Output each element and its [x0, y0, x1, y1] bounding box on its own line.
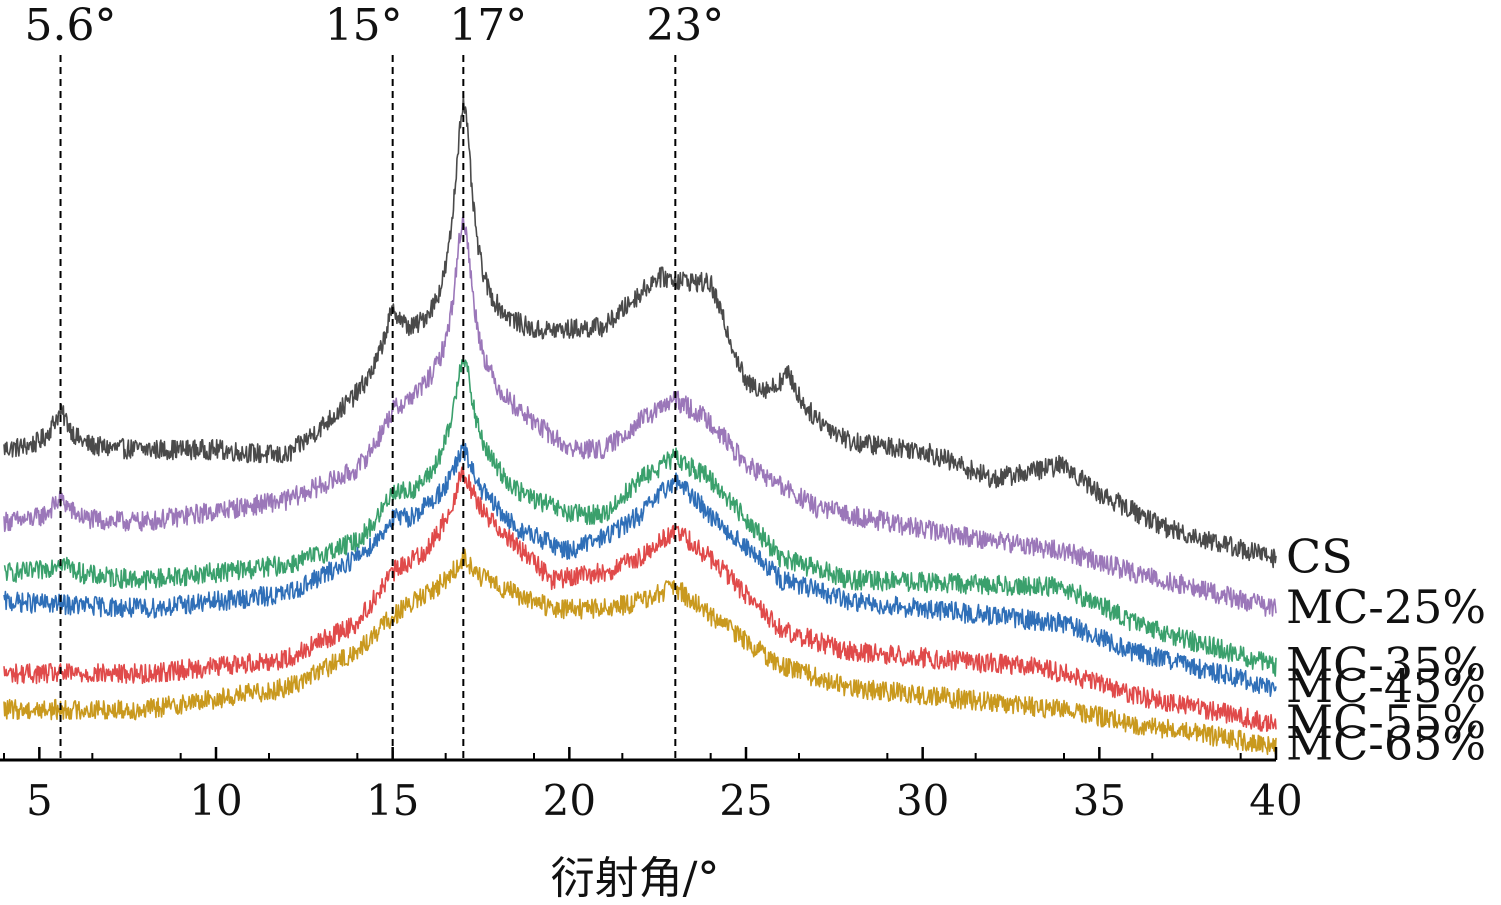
reference-line-label: 15°	[325, 0, 403, 51]
series-label: MC-45%	[1286, 659, 1486, 713]
reference-line-label: 23°	[646, 0, 724, 51]
reference-line-label: 5.6°	[25, 0, 117, 51]
x-tick-label: 25	[719, 776, 772, 825]
reference-lines: 5.6° 15° 17° 23°	[25, 0, 724, 760]
series-layer	[3, 94, 1277, 756]
series-label: MC-25%	[1286, 580, 1486, 634]
series-label: MC-65%	[1286, 717, 1486, 771]
series-line-mc-55-	[3, 466, 1277, 732]
reference-line-label: 17°	[449, 0, 527, 51]
series-label: CS	[1286, 529, 1353, 583]
x-axis: 5 10 15 20 25 30 35 40	[0, 747, 1303, 825]
series-line-mc-35-	[3, 359, 1277, 677]
series-line-mc-65-	[3, 548, 1277, 756]
x-tick-label: 30	[896, 776, 949, 825]
x-tick-label: 20	[543, 776, 596, 825]
x-tick-label: 40	[1249, 776, 1302, 825]
x-tick-label: 15	[366, 776, 419, 825]
x-axis-title: 衍射角/°	[551, 853, 720, 904]
series-label: MC-55%	[1286, 695, 1486, 749]
series-label: MC-35%	[1286, 637, 1486, 691]
series-line-cs	[3, 94, 1277, 569]
x-tick-label: 5	[26, 776, 53, 825]
series-line-mc-25-	[3, 216, 1277, 617]
series-line-mc-45-	[3, 440, 1277, 697]
x-tick-label: 35	[1073, 776, 1126, 825]
x-tick-label: 10	[189, 776, 242, 825]
